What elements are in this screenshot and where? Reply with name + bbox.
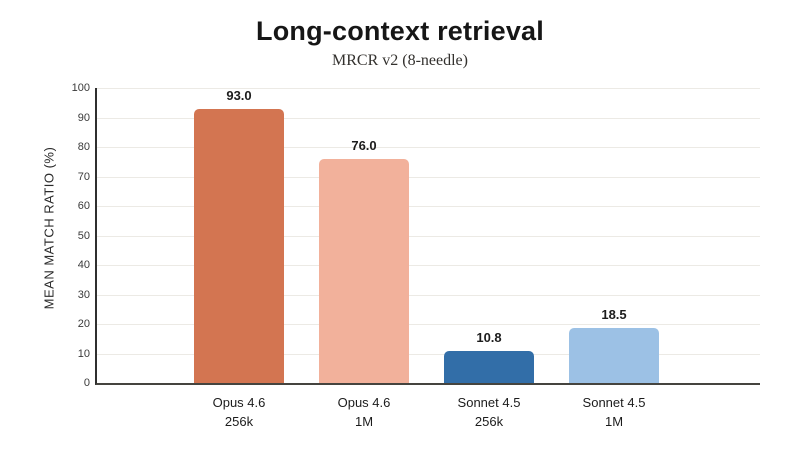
bar bbox=[569, 328, 659, 383]
x-tick-label: Sonnet 4.5 1M bbox=[544, 395, 684, 430]
gridline bbox=[97, 117, 760, 119]
y-tick-label: 80 bbox=[77, 141, 90, 153]
y-tick-label: 70 bbox=[77, 170, 90, 183]
plot-area: 93.0 76.0 10.8 18.5 bbox=[95, 88, 760, 385]
y-tick-label: 40 bbox=[77, 259, 90, 271]
x-tick-label: Opus 4.6 1M bbox=[294, 395, 434, 430]
y-tick-label: 60 bbox=[77, 200, 90, 212]
plot-inner: 93.0 76.0 10.8 18.5 bbox=[97, 88, 760, 383]
y-tick-label: 30 bbox=[77, 288, 90, 301]
chart-subtitle: MRCR v2 (8-needle) bbox=[332, 52, 468, 69]
chart-title: Long-context retrieval bbox=[256, 16, 544, 46]
bar bbox=[444, 351, 534, 383]
gridline bbox=[97, 235, 760, 237]
value-label: 18.5 bbox=[601, 307, 627, 323]
x-tick-label-context: 1M bbox=[604, 414, 624, 429]
bar bbox=[194, 108, 284, 383]
bar bbox=[319, 158, 409, 383]
y-tick-label: 100 bbox=[71, 82, 90, 94]
gridline bbox=[97, 88, 760, 89]
x-tick-label-model: Sonnet 4.5 bbox=[457, 395, 521, 410]
gridline bbox=[97, 176, 760, 178]
value-label: 76.0 bbox=[351, 137, 377, 153]
y-tick-label: 90 bbox=[77, 111, 90, 124]
x-tick-label-context: 1M bbox=[354, 414, 374, 429]
y-tick-label: 20 bbox=[77, 318, 90, 330]
y-tick-label: 0 bbox=[83, 377, 90, 389]
gridline bbox=[97, 324, 760, 325]
x-tick-label-model: Sonnet 4.5 bbox=[582, 395, 646, 410]
x-tick-label-model: Opus 4.6 bbox=[337, 395, 391, 410]
x-tick-label-context: 256k bbox=[224, 414, 254, 429]
x-tick-label-context: 256k bbox=[474, 414, 504, 429]
gridline bbox=[97, 265, 760, 266]
gridline bbox=[97, 294, 760, 296]
value-label: 93.0 bbox=[226, 87, 252, 103]
y-tick-label: 50 bbox=[77, 229, 90, 242]
x-tick-label-model: Opus 4.6 bbox=[212, 395, 266, 410]
x-tick-label: Sonnet 4.5 256k bbox=[419, 395, 559, 430]
value-label: 10.8 bbox=[476, 330, 502, 346]
x-tick-label: Opus 4.6 256k bbox=[169, 395, 309, 430]
y-tick-label: 10 bbox=[77, 347, 90, 360]
gridline bbox=[97, 353, 760, 355]
gridline bbox=[97, 206, 760, 207]
gridline bbox=[97, 147, 760, 148]
